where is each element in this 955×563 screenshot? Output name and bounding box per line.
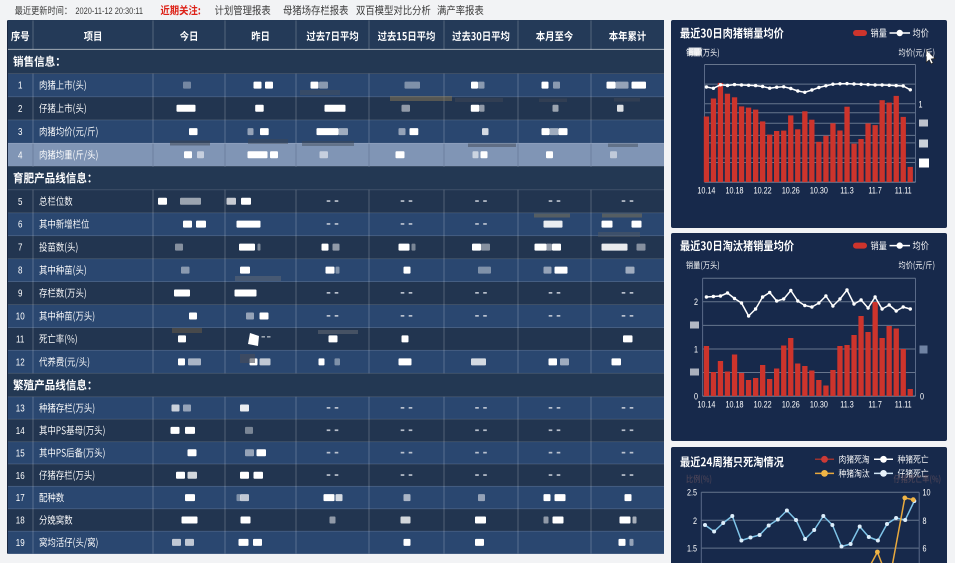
svg-text:11.3: 11.3: [840, 186, 854, 196]
svg-text:15: 15: [16, 448, 25, 459]
svg-text:2020-11-12 20:30:11: 2020-11-12 20:30:11: [75, 5, 143, 16]
svg-text:10.18: 10.18: [726, 186, 744, 196]
svg-text:1: 1: [919, 100, 923, 110]
svg-text:2: 2: [693, 516, 697, 526]
svg-text:13: 13: [16, 403, 25, 414]
svg-text:1: 1: [18, 80, 22, 91]
svg-text:19: 19: [16, 537, 25, 548]
svg-text:6: 6: [18, 219, 22, 230]
svg-text:18: 18: [16, 515, 25, 526]
svg-text:10: 10: [923, 488, 931, 498]
svg-text:0: 0: [920, 392, 924, 402]
svg-text:11.11: 11.11: [895, 400, 912, 410]
svg-text:9: 9: [18, 288, 22, 299]
svg-text:10.30: 10.30: [810, 400, 828, 410]
svg-text:17: 17: [16, 492, 25, 503]
svg-text:1: 1: [694, 345, 698, 355]
svg-text:5: 5: [18, 196, 22, 207]
svg-text:2: 2: [18, 103, 22, 114]
svg-text:1.5: 1.5: [687, 544, 697, 554]
svg-text:11: 11: [16, 334, 24, 345]
svg-text:10.30: 10.30: [810, 186, 828, 196]
svg-text:11.11: 11.11: [895, 186, 912, 196]
svg-text:2.5: 2.5: [687, 488, 697, 498]
svg-text:10.26: 10.26: [782, 186, 800, 196]
svg-text:8: 8: [923, 516, 927, 526]
svg-text:11.7: 11.7: [868, 186, 882, 196]
svg-text:10.22: 10.22: [754, 400, 772, 410]
svg-text:10.18: 10.18: [726, 400, 744, 410]
svg-text:10.22: 10.22: [754, 186, 772, 196]
svg-text:2: 2: [694, 297, 698, 307]
svg-text:10.14: 10.14: [697, 186, 715, 196]
svg-text:11.7: 11.7: [868, 400, 882, 410]
svg-text:10.26: 10.26: [782, 400, 800, 410]
svg-text:16: 16: [16, 470, 25, 481]
svg-text:10.14: 10.14: [697, 400, 715, 410]
svg-text:14: 14: [16, 425, 25, 436]
svg-text:0: 0: [694, 392, 698, 402]
svg-text:8: 8: [18, 265, 22, 276]
svg-text:6: 6: [923, 544, 927, 554]
svg-text:11.3: 11.3: [840, 400, 854, 410]
svg-text:10: 10: [16, 311, 25, 322]
svg-text:7: 7: [18, 242, 22, 253]
svg-text:3: 3: [18, 126, 22, 137]
svg-text:12: 12: [16, 357, 25, 368]
svg-text:4: 4: [18, 150, 22, 161]
